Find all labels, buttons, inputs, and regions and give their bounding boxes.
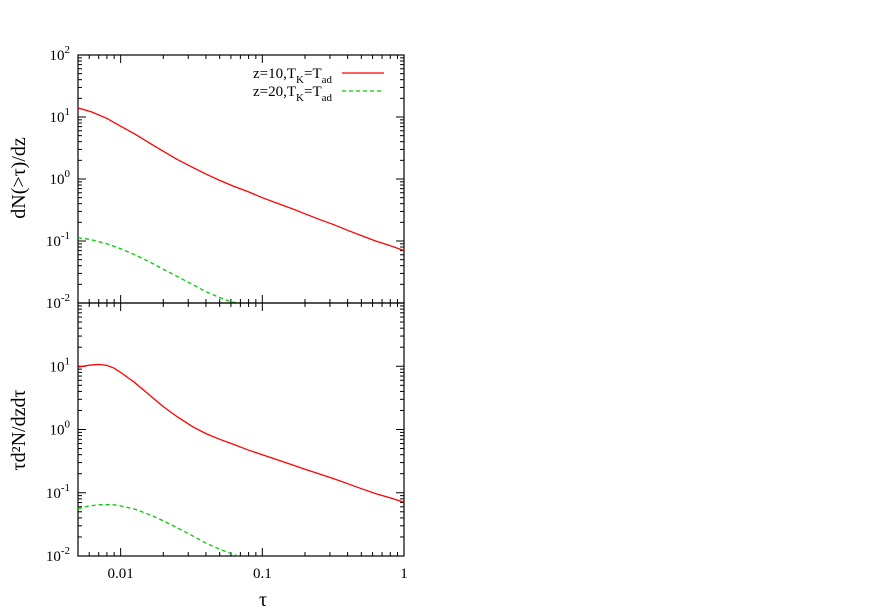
legend-label-series-2: z=20,TK=Tad: [253, 84, 332, 104]
bottom-y-tick-label: 10-2: [46, 545, 70, 565]
bottom-x-tick-label: 1: [400, 566, 408, 582]
x-axis-title: τ: [259, 589, 267, 610]
bottom-plot-frame: [77, 302, 405, 557]
top-series-2-line: [78, 237, 241, 303]
legend-label-series-1: z=10,TK=Tad: [253, 66, 332, 86]
top-plot-frame: [77, 54, 405, 304]
bottom-y-axis-title: τd²N/dzdτ: [8, 390, 30, 471]
top-y-tick-label: 10-1: [46, 230, 70, 250]
bottom-y-tick-label: 10-1: [46, 482, 70, 502]
bottom-x-tick-label: 0.1: [253, 566, 272, 582]
top-y-tick-label: 100: [50, 168, 71, 188]
bottom-x-tick-label: 0.01: [108, 566, 134, 582]
top-y-tick-label: 10-2: [46, 292, 70, 312]
top-panel: 10-2 10-1 100 101 102: [46, 44, 405, 312]
top-y-axis-title: dN(>τ)/dz: [8, 137, 30, 219]
bottom-panel: 10-2 10-1 100 101 0.01 0.1 1: [46, 302, 408, 582]
bottom-y-tick-label: 100: [50, 419, 71, 439]
bottom-series-1-line: [78, 363, 404, 503]
bottom-y-tick-label: 101: [50, 355, 71, 375]
legend: z=10,TK=Tad z=20,TK=Tad: [253, 66, 384, 104]
top-y-tick-label: 102: [50, 44, 71, 64]
top-y-tick-label: 101: [50, 106, 71, 126]
top-series-1-line: [78, 107, 404, 252]
bottom-series-2-line: [78, 503, 241, 556]
